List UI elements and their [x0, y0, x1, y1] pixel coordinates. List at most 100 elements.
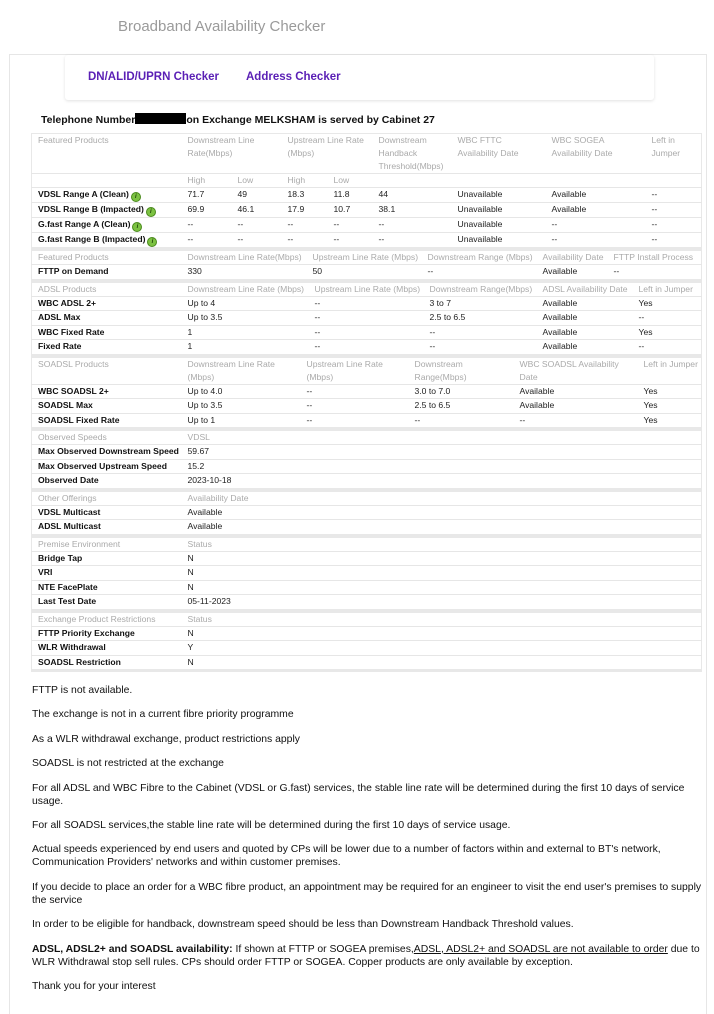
- row-label-text: WLR Withdrawal: [38, 642, 106, 652]
- cell-text: --: [187, 234, 194, 244]
- cell-value: 38.1: [372, 202, 452, 218]
- cell-text: --: [333, 219, 340, 229]
- column-header: WBC SOADSL Availability Date: [519, 358, 619, 382]
- cell-text: Yes: [643, 385, 658, 396]
- cell-text: Up to 3.5: [187, 312, 223, 322]
- results-table: Premise Environment Status Bridge Tap N VRI N…: [31, 536, 702, 612]
- row-label: Fixed Rate: [31, 339, 182, 355]
- cell-value: Unavailable: [451, 187, 546, 203]
- cell-value: Available: [536, 310, 633, 325]
- info-icon[interactable]: i: [145, 207, 156, 217]
- cell-text: 10.7: [333, 204, 351, 214]
- cell-value: --: [607, 264, 702, 280]
- cell-text: 44: [378, 189, 389, 199]
- column-header: Premise Environment: [38, 538, 121, 549]
- cell-text: --: [427, 266, 434, 276]
- cell-value: 50: [306, 264, 422, 280]
- cell-text: --: [651, 204, 658, 214]
- table-row: Bridge Tap N: [31, 550, 702, 566]
- info-icon[interactable]: i: [132, 222, 143, 232]
- column-header: Left in Jumper: [638, 283, 693, 294]
- column-header: Left in Jumper: [643, 358, 698, 369]
- column-header: FTTP Install Process: [613, 252, 694, 262]
- cell-value: 46.1: [231, 202, 282, 218]
- cell-text: 11.8: [333, 189, 350, 199]
- copper-note-text: due to WLR Withdrawal stop sell rules. C…: [32, 943, 700, 968]
- cell-text: --: [314, 341, 321, 351]
- cell-text: --: [306, 400, 313, 410]
- results-table: Observed Speeds VDSL Max Observed Downstre…: [31, 430, 702, 491]
- row-label-text: Bridge Tap: [38, 552, 83, 563]
- row-label: SOADSL Fixed Rate: [31, 412, 182, 429]
- cell-text: --: [378, 219, 385, 229]
- cell-value: N: [181, 579, 702, 595]
- cell-value: Unavailable: [451, 232, 546, 249]
- cell-text: --: [306, 385, 313, 396]
- cell-text: Available: [551, 204, 587, 214]
- table-row: SOADSL Restriction N: [31, 654, 702, 671]
- column-header: Downstream Line Rate (Mbps): [187, 283, 305, 294]
- cell-value: 1: [181, 324, 309, 340]
- cell-text: --: [613, 266, 620, 276]
- info-icon[interactable]: i: [147, 237, 158, 247]
- cell-text: Unavailable: [457, 204, 503, 214]
- cell-text: Up to 3.5: [187, 400, 223, 410]
- cell-value: --: [308, 310, 424, 325]
- cell-value: Yes: [632, 324, 702, 340]
- cell-value: Available: [545, 187, 646, 203]
- row-label-text: SOADSL Restriction: [38, 656, 121, 667]
- cell-value: 11.8: [327, 187, 373, 203]
- note: Actual speeds experienced by end users a…: [32, 844, 661, 869]
- results-table: SOADSL Products Downstream Line Rate (Mbp…: [31, 356, 702, 430]
- cell-value: N: [181, 654, 702, 671]
- cell-value: N: [181, 625, 702, 641]
- table-row: Observed Date 2023-10-18: [31, 473, 702, 489]
- cell-text: --: [314, 326, 321, 337]
- address-checker-link[interactable]: Address Checker: [246, 71, 341, 83]
- row-label: WLR Withdrawal: [31, 640, 182, 655]
- cell-text: --: [237, 234, 244, 244]
- cell-text: N: [187, 656, 194, 667]
- cell-value: Yes: [637, 383, 702, 399]
- column-subheader: Low: [327, 173, 373, 188]
- column-header: Downstream Range (Mbps): [427, 252, 533, 262]
- row-label-text: VDSL Multicast: [38, 506, 101, 517]
- cell-value: --: [231, 217, 282, 233]
- cell-text: Available: [542, 326, 578, 337]
- cell-value: Available: [513, 398, 638, 413]
- cell-text: Yes: [643, 400, 658, 410]
- table-header-row: Featured Products Downstream Line Rate(Mb…: [32, 134, 702, 174]
- row-label: VDSL Multicast: [31, 504, 182, 520]
- cell-text: Available: [542, 312, 578, 322]
- table-row: ADSL Multicast Available: [31, 519, 702, 535]
- cell-value: --: [231, 232, 282, 249]
- row-label-text: Max Observed Downstream Speed: [38, 446, 179, 456]
- cell-value: Yes: [637, 398, 702, 413]
- cell-value: --: [423, 339, 537, 355]
- cell-text: N: [187, 581, 194, 592]
- cell-text: 71.7: [187, 189, 205, 199]
- note: As a WLR withdrawal exchange, product re…: [32, 733, 300, 745]
- info-icon[interactable]: i: [130, 192, 141, 202]
- cell-value: Yes: [632, 295, 702, 311]
- column-header: Upstream Line Rate (Mbps): [306, 358, 383, 382]
- cell-value: --: [300, 383, 409, 399]
- cell-value: --: [645, 232, 702, 249]
- cell-value: --: [181, 232, 232, 249]
- row-label-text: FTTP Priority Exchange: [38, 627, 135, 638]
- table-row: SOADSL Max Up to 3.5 -- 2.5 to 6.5 Available…: [31, 398, 702, 413]
- column-header: Downstream Handback Threshold(Mbps): [378, 135, 444, 171]
- row-label: FTTP on Demand: [31, 264, 182, 280]
- row-label: VDSL Range B (Impacted) i: [31, 202, 182, 218]
- row-label: WBC SOADSL 2+: [31, 383, 182, 399]
- column-header: ADSL Products: [38, 283, 97, 294]
- dn-alid-uprn-checker-link[interactable]: DN/ALID/UPRN Checker: [88, 71, 219, 83]
- column-header: Downstream Range(Mbps): [414, 358, 467, 382]
- cell-value: Available: [536, 264, 608, 280]
- table-row: G.fast Range A (Clean) i -- -- -- -- -- Unavail…: [31, 217, 702, 233]
- column-header: SOADSL Products: [38, 358, 109, 369]
- column-header: Left in Jumper: [651, 135, 681, 158]
- checker-nav: DN/ALID/UPRN Checker Address Checker: [65, 55, 654, 100]
- column-subheader: High: [281, 173, 328, 188]
- table-row: Fixed Rate 1 -- -- Available --: [31, 339, 702, 355]
